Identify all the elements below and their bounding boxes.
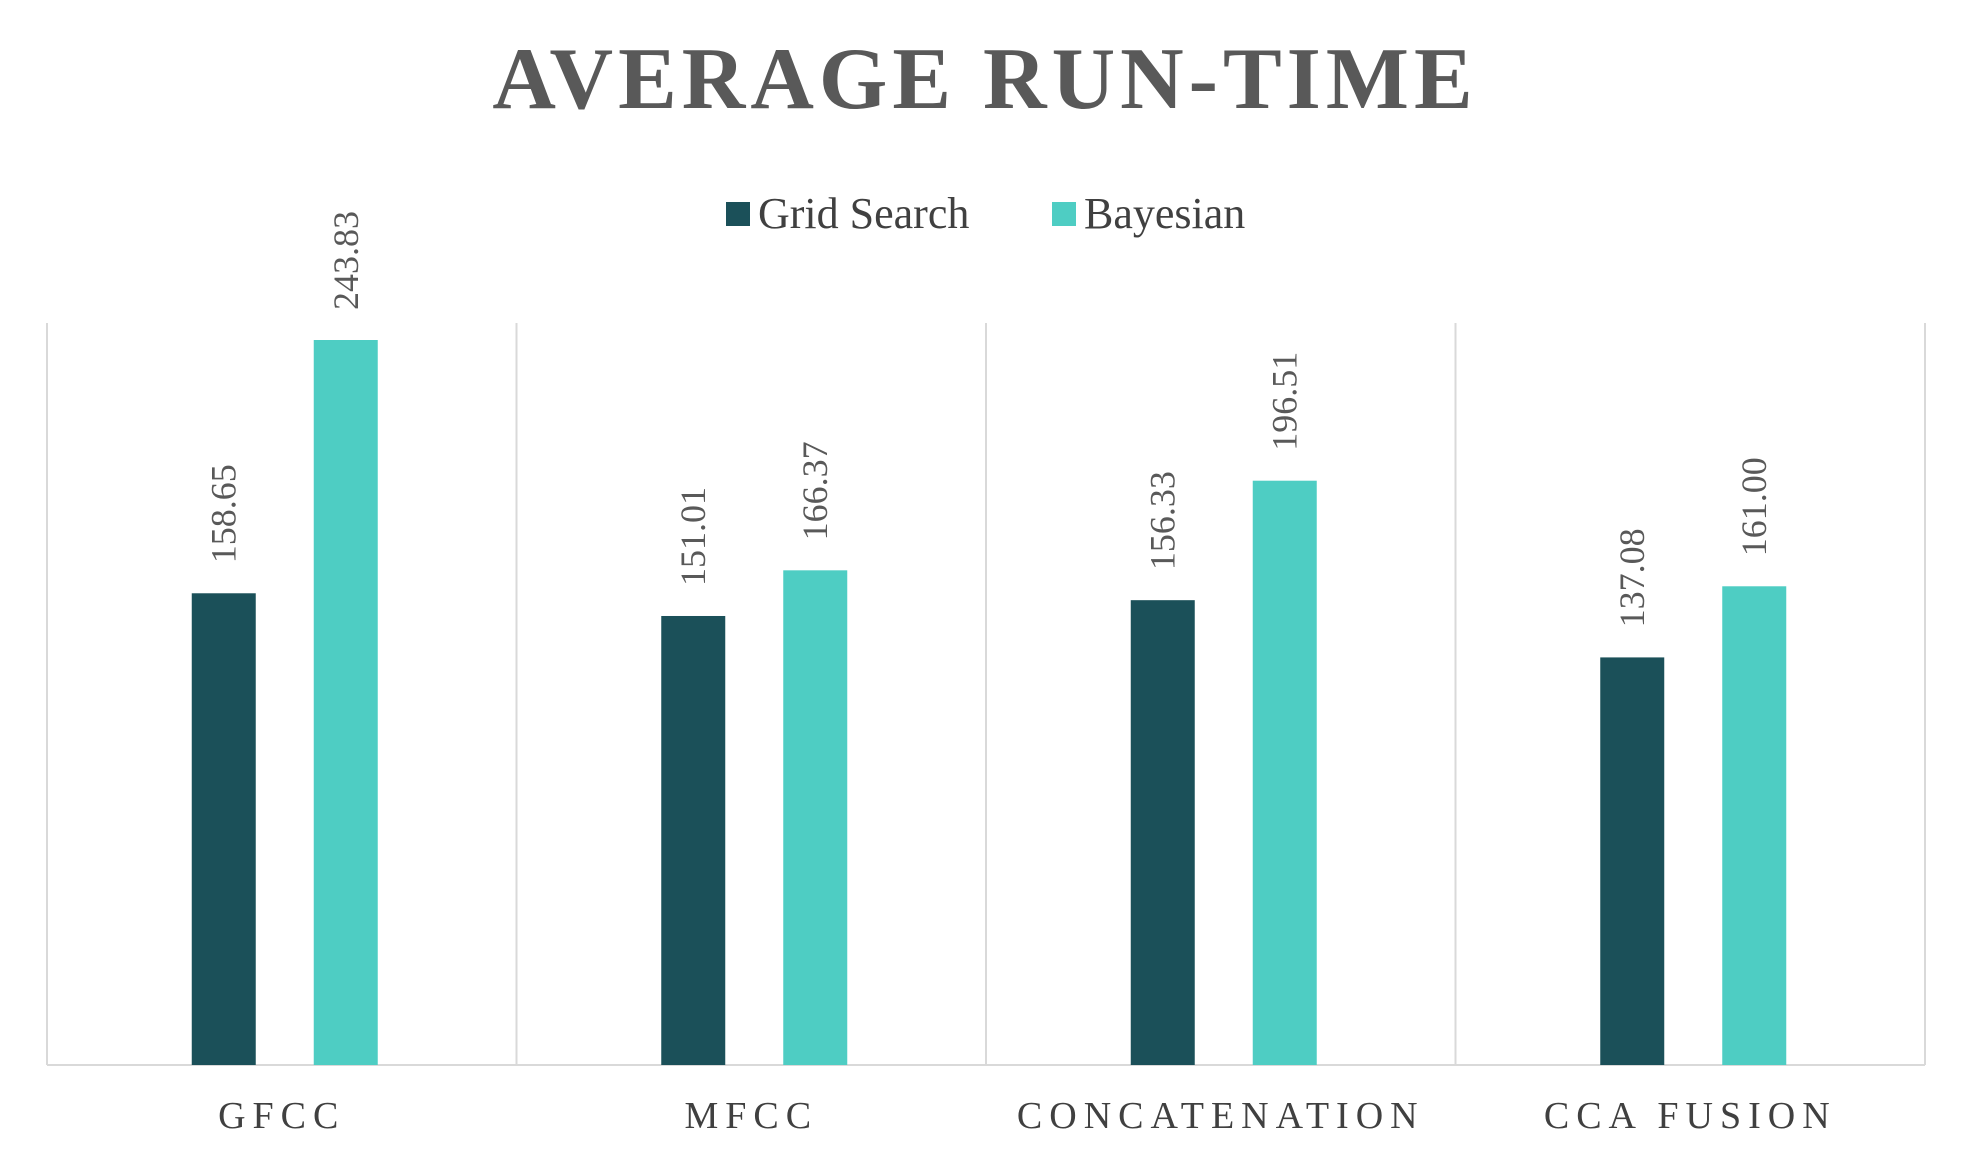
data-label-bayesian: 243.83 — [326, 211, 366, 310]
data-label-bayesian: 161.00 — [1734, 457, 1774, 556]
category-label: GFCC — [218, 1095, 345, 1137]
bar-grid-search — [1130, 600, 1195, 1065]
category-label: CONCATENATION — [1017, 1095, 1425, 1137]
bar-bayesian — [1252, 480, 1317, 1065]
legend-label-bayesian: Bayesian — [1084, 189, 1245, 238]
category-label: MFCC — [684, 1095, 818, 1137]
data-label-grid-search: 156.33 — [1143, 471, 1183, 570]
plot-area: 158.65 243.83 GFCC 151.01 166.37 MFCC 156.33 19… — [46, 211, 1926, 1137]
chart-title: AVERAGE RUN-TIME — [492, 31, 1477, 128]
data-label-grid-search: 158.65 — [204, 464, 244, 563]
bar-bayesian — [1722, 586, 1787, 1065]
legend-swatch-bayesian — [1052, 202, 1076, 226]
data-label-bayesian: 196.51 — [1265, 352, 1305, 451]
data-label-grid-search: 137.08 — [1612, 528, 1652, 627]
legend-swatch-grid-search — [726, 202, 750, 226]
bar-grid-search — [1600, 657, 1665, 1065]
bar-grid-search — [661, 615, 726, 1065]
legend: Grid Search Bayesian — [726, 189, 1245, 238]
data-label-grid-search: 151.01 — [673, 487, 713, 586]
bar-bayesian — [783, 570, 848, 1065]
bar-bayesian — [313, 340, 378, 1065]
category-label: CCA FUSION — [1544, 1095, 1837, 1137]
legend-label-grid-search: Grid Search — [758, 189, 969, 238]
data-label-bayesian: 166.37 — [795, 441, 835, 540]
bar-grid-search — [191, 593, 256, 1065]
